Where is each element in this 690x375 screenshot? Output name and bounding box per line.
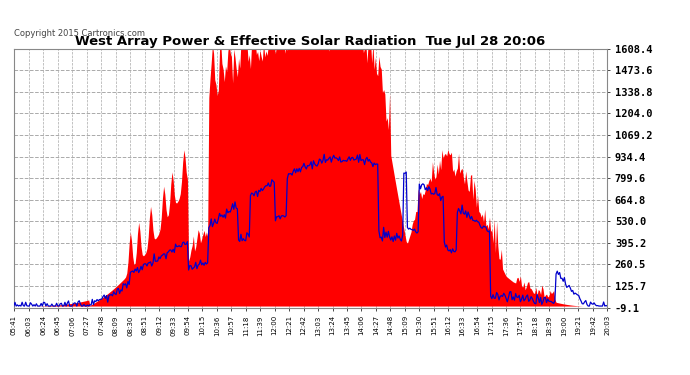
Text: Radiation (Effective w/m2): Radiation (Effective w/m2) — [313, 25, 442, 34]
Title: West Array Power & Effective Solar Radiation  Tue Jul 28 20:06: West Array Power & Effective Solar Radia… — [75, 34, 546, 48]
Text: West Array (DC Watts): West Array (DC Watts) — [478, 25, 588, 34]
Text: Copyright 2015 Cartronics.com: Copyright 2015 Cartronics.com — [14, 29, 145, 38]
